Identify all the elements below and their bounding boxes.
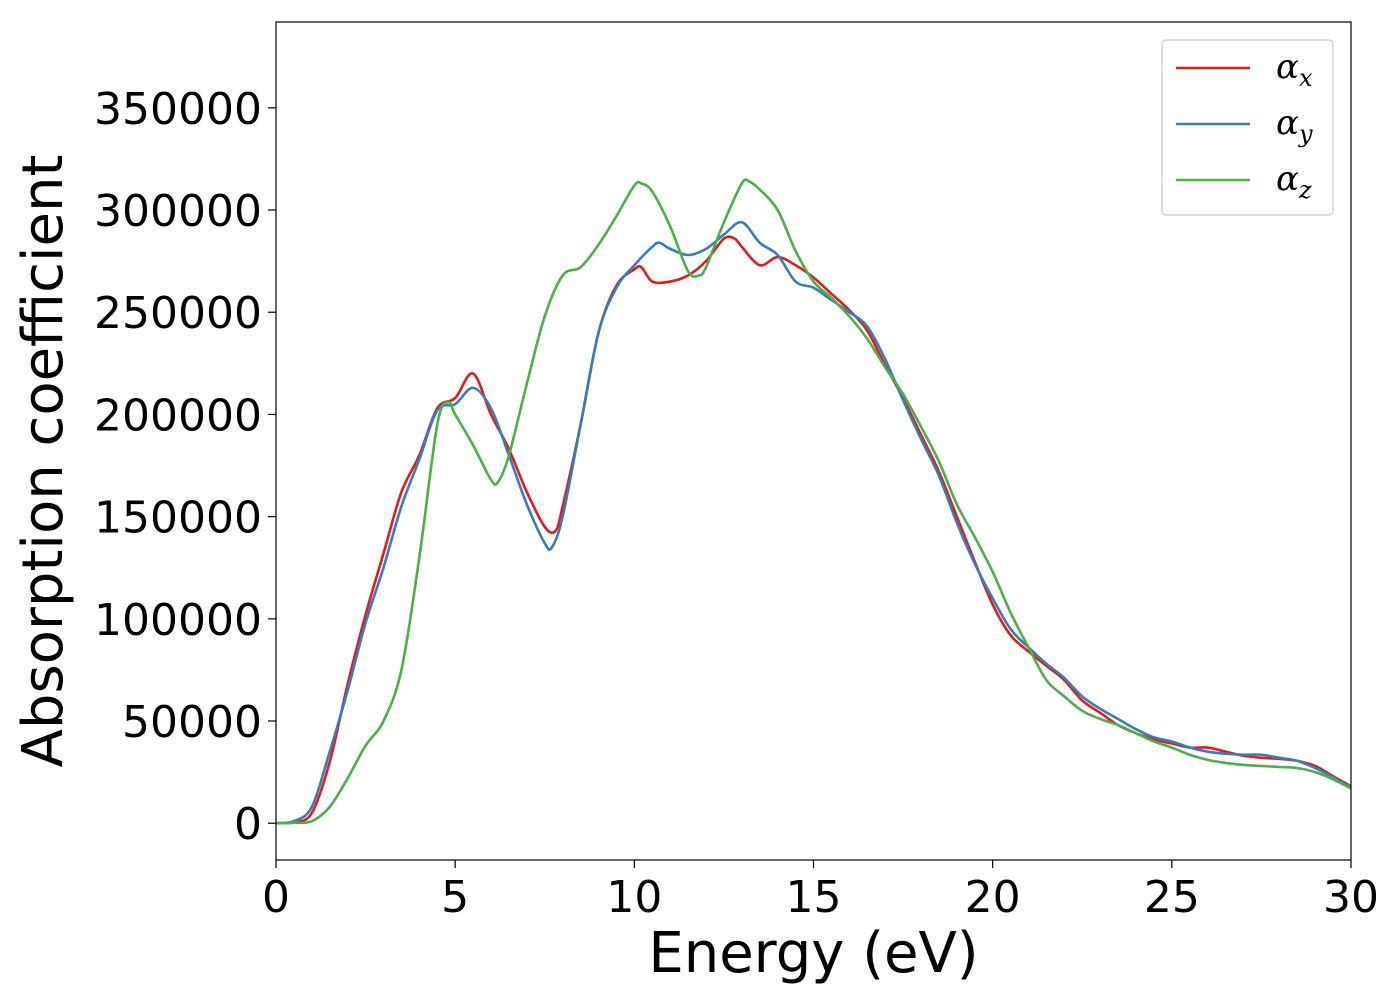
- y-tick-label: 0: [234, 799, 262, 850]
- legend: αx αy αz: [1161, 39, 1334, 216]
- x-axis: 0 5 10 15 20 25 30: [262, 860, 1379, 923]
- legend-entry-z: αz: [1176, 159, 1312, 204]
- y-tick-label: 150000: [94, 493, 262, 544]
- y-tick-label: 250000: [94, 288, 262, 339]
- series-line-y: [276, 220, 1351, 825]
- x-axis-title: Energy (eV): [648, 921, 978, 986]
- y-axis-title: Absorption coefficient: [11, 155, 76, 768]
- x-tick-label: 30: [1323, 872, 1379, 923]
- legend-box: [1161, 39, 1334, 216]
- y-tick-label: 100000: [94, 595, 262, 646]
- legend-label: αx: [1276, 47, 1313, 92]
- y-axis: 0 50000 100000 150000 200000 250000 300000 3500…: [94, 84, 276, 850]
- legend-label: αz: [1276, 159, 1312, 204]
- x-tick-label: 0: [262, 872, 290, 923]
- y-tick-label: 200000: [94, 390, 262, 441]
- legend-label: αy: [1276, 103, 1313, 148]
- x-tick-label: 10: [606, 872, 662, 923]
- legend-entry-y: αy: [1176, 103, 1313, 148]
- series-line-x: [276, 235, 1351, 825]
- series-layer: [276, 178, 1351, 825]
- x-tick-label: 25: [1144, 872, 1200, 923]
- y-tick-label: 350000: [94, 84, 262, 135]
- legend-entry-x: αx: [1176, 47, 1313, 92]
- legend-entries: αx αy αz: [1176, 47, 1313, 204]
- y-tick-label: 50000: [122, 697, 262, 748]
- x-tick-label: 15: [786, 872, 842, 923]
- x-tick-label: 5: [441, 872, 469, 923]
- series-line-z: [276, 178, 1351, 825]
- x-tick-label: 20: [965, 872, 1021, 923]
- y-tick-label: 300000: [94, 186, 262, 237]
